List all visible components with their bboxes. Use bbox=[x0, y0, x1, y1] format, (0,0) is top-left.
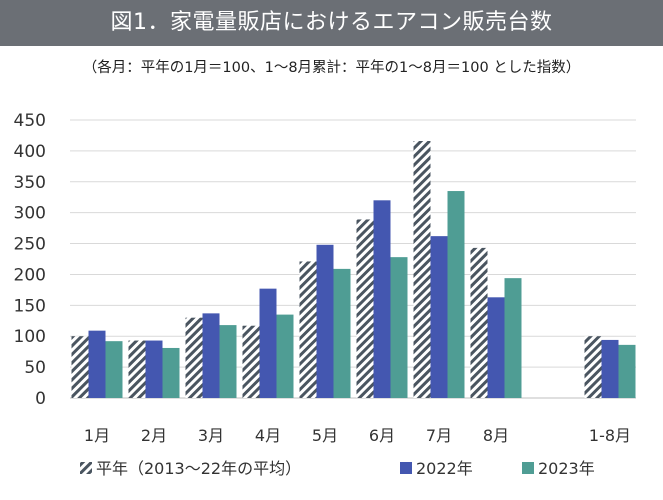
y-tick-label: 400 bbox=[14, 142, 46, 162]
bar-2023 bbox=[390, 257, 408, 398]
bar-2023 bbox=[333, 268, 351, 398]
bar-2022 bbox=[145, 340, 163, 398]
y-tick-label: 100 bbox=[14, 327, 46, 347]
y-tick-label: 300 bbox=[14, 204, 46, 224]
bars bbox=[71, 141, 636, 398]
bar-normal bbox=[128, 340, 146, 398]
bar-normal bbox=[185, 317, 203, 398]
bar-2022 bbox=[316, 244, 334, 398]
y-tick-label: 450 bbox=[14, 111, 46, 131]
bar-normal bbox=[71, 336, 89, 398]
legend-swatch-2022 bbox=[400, 462, 412, 474]
bar-2022 bbox=[430, 236, 448, 398]
legend: 平年（2013〜22年の平均） 2022年 2023年 bbox=[80, 459, 595, 478]
bar-2023 bbox=[447, 191, 465, 398]
bar-2022 bbox=[88, 330, 106, 398]
bar-2023 bbox=[276, 314, 294, 398]
bar-2023 bbox=[219, 325, 237, 398]
bar-normal bbox=[413, 141, 431, 398]
chart-title: 図1．家電量販店におけるエアコン販売台数 bbox=[0, 0, 663, 46]
legend-swatch-2023 bbox=[522, 462, 534, 474]
bar-2023 bbox=[618, 344, 636, 398]
bar-normal bbox=[356, 219, 374, 398]
x-tick-label: 1月 bbox=[84, 426, 110, 445]
legend-label-2023: 2023年 bbox=[538, 459, 595, 478]
y-tick-label: 150 bbox=[14, 296, 46, 316]
x-tick-label: 6月 bbox=[369, 426, 395, 445]
bar-normal bbox=[584, 336, 602, 398]
y-tick-label: 200 bbox=[14, 265, 46, 285]
x-tick-label: 7月 bbox=[426, 426, 452, 445]
y-tick-label: 350 bbox=[14, 173, 46, 193]
bar-2023 bbox=[162, 347, 180, 398]
bar-2023 bbox=[504, 278, 522, 398]
bar-2022 bbox=[373, 200, 391, 398]
bar-2022 bbox=[601, 339, 619, 398]
x-axis-ticks: 1月 2月 3月 4月 5月 6月 7月 8月 1-8月 bbox=[84, 426, 631, 445]
bar-normal bbox=[242, 325, 260, 398]
x-tick-label: 8月 bbox=[483, 426, 509, 445]
x-tick-label: 1-8月 bbox=[589, 426, 631, 445]
x-tick-label: 5月 bbox=[312, 426, 338, 445]
legend-label-2022: 2022年 bbox=[416, 459, 473, 478]
bar-2023 bbox=[105, 341, 123, 398]
x-tick-label: 2月 bbox=[141, 426, 167, 445]
bar-normal bbox=[299, 261, 317, 398]
bar-2022 bbox=[259, 288, 277, 398]
y-tick-label: 50 bbox=[24, 358, 46, 378]
y-tick-label: 0 bbox=[35, 389, 46, 409]
bar-normal bbox=[470, 247, 488, 398]
legend-label-normal: 平年（2013〜22年の平均） bbox=[96, 459, 301, 478]
x-tick-label: 3月 bbox=[198, 426, 224, 445]
x-tick-label: 4月 bbox=[255, 426, 281, 445]
chart-subtitle: （各月：平年の1月＝100、1〜8月累計：平年の1〜8月＝100 とした指数） bbox=[82, 60, 581, 76]
y-tick-label: 250 bbox=[14, 235, 46, 255]
gridlines bbox=[70, 119, 636, 399]
y-axis-ticks: 0 50 100 150 200 250 300 350 400 450 bbox=[14, 111, 46, 409]
bar-2022 bbox=[487, 297, 505, 398]
bar-2022 bbox=[202, 313, 220, 398]
legend-swatch-normal bbox=[80, 462, 92, 474]
